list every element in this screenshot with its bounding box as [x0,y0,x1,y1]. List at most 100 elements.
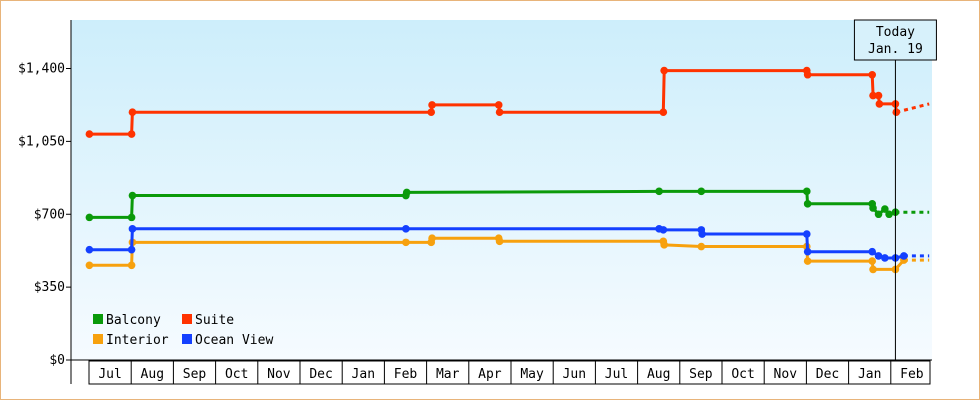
series-interior [85,234,930,274]
x-tick-label: Nov [774,367,798,382]
x-tick-label: Dec [309,367,332,382]
x-tick-label: Sep [183,367,207,382]
forecast-line-suite [895,102,930,114]
data-point [875,100,884,108]
series-layer [85,66,930,274]
y-axis: $0 $350 $700 $1,050 $1,400 [18,20,72,384]
data-point [881,254,889,262]
data-point [659,226,668,234]
legend-swatch [182,334,192,344]
y-tick-label: $0 [49,353,65,368]
data-point [495,108,504,117]
data-point [803,200,812,208]
legend-label: Balcony [106,313,161,328]
data-point [127,261,136,270]
x-tick-label: Dec [816,367,839,382]
legend-item: Suite [182,313,234,328]
y-tick-label: $1,400 [18,62,65,77]
x-tick-label: Mar [436,367,460,382]
data-point [697,187,706,196]
today-date: Jan. 19 [868,42,923,57]
x-tick-label: Jul [605,367,628,382]
x-tick-label: Apr [478,367,502,382]
x-tick-label: Jan [352,367,375,382]
data-point [869,204,877,212]
data-point [494,101,503,109]
x-tick-label: Jun [563,367,586,382]
data-point [495,237,504,246]
today-marker: Today Jan. 19 [853,19,937,360]
y-tick-label: $700 [34,207,65,222]
data-point [85,261,94,270]
data-point [655,187,663,196]
data-point [803,70,812,79]
data-point [128,108,137,117]
x-tick-label: Oct [731,367,754,382]
x-axis-band [88,360,931,385]
x-tick-label: May [520,367,544,382]
data-point [874,252,883,260]
legend-swatch [182,314,192,324]
series-balcony [85,187,930,222]
x-axis: Jul Aug Sep Oct Nov Dec Jan Feb Mar Apr May Jun Jul A… [71,359,932,385]
data-point [402,188,411,197]
data-point [85,213,94,222]
data-point [127,245,136,254]
data-point [127,213,136,222]
data-point [428,101,436,109]
data-point [885,210,893,219]
x-tick-label: Nov [267,367,291,382]
legend-label: Suite [195,313,234,328]
x-tick-label: Feb [394,367,418,382]
data-point [402,238,410,247]
data-point [85,245,94,254]
legend-item: Interior [93,333,169,348]
data-point [868,247,877,256]
data-point [128,191,137,200]
data-point [697,242,706,251]
data-point [869,265,877,274]
y-tick-label: $350 [34,280,65,295]
x-tick-label: Jan [858,367,881,382]
x-tick-label: Sep [689,367,713,382]
legend-item: Ocean View [182,333,273,348]
legend-swatch [93,314,103,324]
data-point [659,108,668,117]
data-point [868,70,877,79]
x-tick-label: Jul [98,367,121,382]
series-suite [85,66,930,138]
data-point [128,225,137,233]
data-point [427,108,436,117]
data-point [428,234,436,242]
data-point [874,91,883,100]
today-label: Today [876,25,915,40]
legend-label: Interior [106,333,169,348]
data-point [803,230,811,238]
y-tick-label: $1,050 [18,134,65,149]
data-point [660,241,668,249]
x-tick-label: Oct [225,367,248,382]
legend-swatch [93,334,103,344]
data-point [881,205,889,213]
legend-item: Balcony [93,313,161,328]
data-point [660,66,668,75]
legend: Balcony Suite Interior Ocean View [93,313,273,348]
data-point [874,210,883,219]
data-point [127,130,136,138]
data-point [803,247,812,256]
legend-label: Ocean View [195,333,273,348]
x-tick-label: Feb [900,367,924,382]
data-point [868,257,877,265]
today-box [853,19,937,61]
data-point [85,130,94,138]
data-point [803,187,811,196]
x-tick-label: Aug [647,367,670,382]
data-point [402,225,410,233]
x-tick-label: Aug [141,367,164,382]
data-point [803,257,812,265]
data-point [698,230,706,238]
series-ocean-view [85,225,930,262]
data-point [869,91,877,100]
data-point [900,252,908,260]
